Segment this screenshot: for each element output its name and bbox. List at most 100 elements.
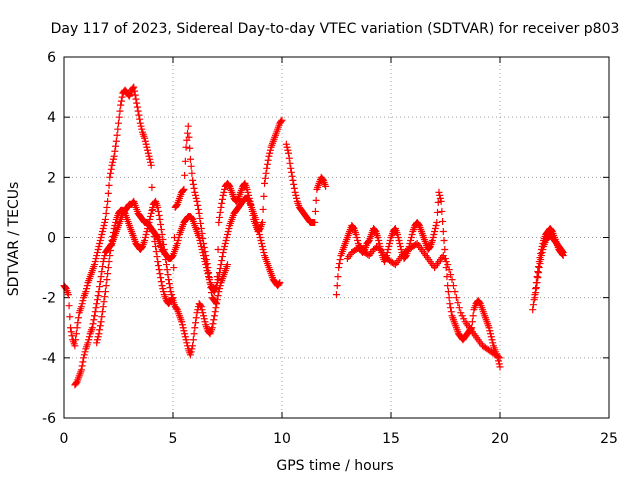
data-point — [99, 263, 107, 271]
data-point — [276, 279, 284, 287]
data-point — [312, 196, 320, 204]
data-point — [200, 315, 208, 323]
data-point — [111, 221, 119, 229]
data-point — [99, 303, 107, 311]
data-point — [452, 294, 460, 302]
data-point — [212, 304, 220, 312]
data-point — [159, 285, 167, 293]
data-point — [85, 336, 93, 344]
data-point — [181, 157, 189, 165]
data-point — [67, 324, 75, 332]
x-axis-label: GPS time / hours — [276, 458, 393, 474]
data-point — [152, 248, 160, 256]
data-point — [102, 209, 110, 217]
data-point — [92, 304, 100, 312]
data-point — [261, 179, 269, 187]
data-point — [96, 240, 104, 248]
y-tick-label: 6 — [47, 50, 56, 66]
data-point — [255, 230, 263, 238]
data-point — [78, 362, 86, 370]
data-point — [194, 205, 202, 213]
data-point — [468, 318, 476, 326]
data-point — [197, 240, 205, 248]
data-point — [163, 266, 171, 274]
data-point — [199, 309, 207, 317]
data-point — [386, 240, 394, 248]
data-point — [194, 201, 202, 209]
data-point — [204, 270, 212, 278]
data-point — [79, 358, 87, 366]
data-point — [197, 219, 205, 227]
data-point — [160, 246, 168, 254]
data-point — [291, 188, 299, 196]
data-point — [143, 227, 151, 235]
data-point — [145, 218, 153, 226]
data-point — [189, 180, 197, 188]
data-point — [133, 103, 141, 111]
data-point — [168, 291, 176, 299]
data-point — [174, 237, 182, 245]
data-point — [431, 227, 439, 235]
data-point — [202, 261, 210, 269]
data-point — [100, 298, 108, 306]
data-point — [434, 208, 442, 216]
data-point — [95, 243, 103, 251]
data-point — [61, 284, 69, 292]
data-point — [146, 215, 154, 223]
x-tick-label: 25 — [600, 431, 618, 447]
data-point — [286, 159, 294, 167]
data-point — [495, 353, 503, 361]
data-point — [220, 188, 228, 196]
data-point — [469, 312, 477, 320]
data-point — [96, 326, 104, 334]
data-point — [197, 302, 205, 310]
y-axis-label: SDTVAR / TECUs — [6, 182, 22, 297]
data-point — [156, 215, 164, 223]
data-point — [109, 232, 117, 240]
data-point — [138, 244, 146, 252]
data-point — [558, 248, 566, 256]
series-sdtvar_f — [343, 240, 504, 362]
data-point — [112, 142, 120, 150]
data-point — [188, 169, 196, 177]
data-point — [290, 184, 298, 192]
data-point — [157, 225, 165, 233]
data-point — [93, 249, 101, 257]
data-point — [168, 253, 176, 261]
data-point — [180, 327, 188, 335]
data-point — [371, 226, 379, 234]
data-point — [147, 209, 155, 217]
data-point — [253, 218, 261, 226]
data-point — [219, 249, 227, 257]
data-point — [72, 330, 80, 338]
data-point — [145, 152, 153, 160]
data-point — [188, 345, 196, 353]
data-point — [210, 316, 218, 324]
data-point — [457, 309, 465, 317]
data-point — [396, 240, 404, 248]
data-point — [95, 330, 103, 338]
data-point — [66, 313, 74, 321]
y-tick-label: 0 — [47, 231, 56, 247]
data-point — [197, 243, 205, 251]
data-point — [198, 306, 206, 314]
data-point — [146, 212, 154, 220]
data-point — [146, 158, 154, 166]
data-point — [449, 282, 457, 290]
data-point — [256, 234, 264, 241]
data-point — [72, 336, 80, 344]
data-point — [260, 249, 268, 257]
data-point — [136, 119, 144, 127]
series-sdtvar_c — [93, 197, 231, 359]
data-point — [190, 330, 198, 338]
data-point — [288, 172, 296, 180]
data-point — [533, 273, 541, 281]
data-point — [278, 116, 286, 124]
data-point — [120, 208, 128, 216]
data-point — [118, 93, 126, 101]
data-point — [152, 243, 160, 251]
y-tick-label: -4 — [42, 351, 56, 367]
data-point — [529, 301, 537, 309]
y-tick-label: 2 — [47, 170, 56, 186]
